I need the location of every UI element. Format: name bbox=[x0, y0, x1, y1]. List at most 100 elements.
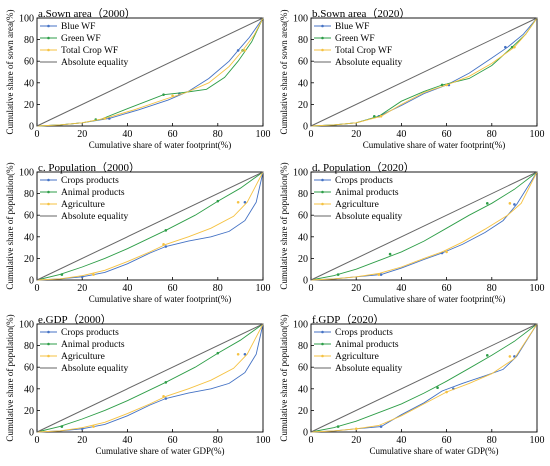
series-line-2 bbox=[36, 17, 264, 127]
y-tick-label: 100 bbox=[293, 168, 308, 179]
legend-marker-1 bbox=[47, 190, 50, 194]
panel-b: 0 20 40 60 80 100 0 20 40 60 80 100 Blue WF Green WF T… bbox=[279, 7, 545, 150]
series-marker-0 bbox=[243, 200, 247, 204]
y-tick-label: 60 bbox=[24, 57, 34, 68]
panel-a: 0 20 40 60 80 100 0 20 40 60 80 100 Blue WF Green WF T… bbox=[5, 7, 271, 150]
x-tick-label: 40 bbox=[396, 283, 406, 294]
x-tick-label: 80 bbox=[213, 435, 223, 446]
series-marker-2 bbox=[92, 425, 95, 428]
legend-label: Crops products bbox=[61, 328, 119, 338]
x-tick-label: 100 bbox=[530, 129, 545, 140]
y-axis-label: Cumulative share of sown area(%) bbox=[279, 10, 289, 135]
series-marker-2 bbox=[236, 352, 240, 356]
series-marker-0 bbox=[108, 117, 111, 120]
series-marker-0 bbox=[513, 203, 516, 206]
y-tick-label: 40 bbox=[298, 78, 308, 89]
series-marker-1 bbox=[162, 93, 165, 96]
legend-marker-1 bbox=[321, 36, 324, 40]
series-marker-1 bbox=[440, 83, 444, 87]
legend-marker-1 bbox=[321, 342, 324, 346]
series-marker-2 bbox=[243, 49, 247, 52]
x-tick-label: 20 bbox=[77, 283, 87, 294]
series-marker-2 bbox=[379, 114, 383, 118]
legend-label: Green WF bbox=[61, 34, 101, 44]
series-line-1 bbox=[310, 323, 538, 433]
series-marker-2 bbox=[171, 94, 174, 98]
y-tick-label: 80 bbox=[298, 189, 308, 200]
panel-f: 0 20 40 60 80 100 0 20 40 60 80 100 Crops products An… bbox=[279, 313, 545, 456]
series-line-1 bbox=[310, 171, 538, 281]
panel-title: b.Sown area（2020） bbox=[312, 7, 410, 20]
x-tick-label: 0 bbox=[35, 283, 40, 294]
series-marker-2 bbox=[162, 243, 165, 246]
series-line-3 bbox=[36, 323, 264, 433]
series-line-2 bbox=[310, 17, 538, 127]
series-marker-2 bbox=[354, 427, 358, 431]
y-tick-label: 60 bbox=[24, 363, 34, 374]
legend-label: Agriculture bbox=[335, 200, 379, 210]
x-tick-label: 60 bbox=[442, 129, 452, 140]
series-marker-1 bbox=[60, 273, 64, 276]
y-tick-label: 60 bbox=[298, 363, 308, 374]
x-tick-label: 60 bbox=[168, 435, 178, 446]
x-tick-label: 0 bbox=[35, 129, 40, 140]
legend-label: Absolute equality bbox=[61, 58, 129, 68]
legend-label: Absolute equality bbox=[335, 364, 403, 374]
series-marker-2 bbox=[103, 117, 107, 120]
legend-marker-0 bbox=[321, 24, 324, 28]
series-marker-2 bbox=[508, 355, 512, 358]
x-tick-label: 80 bbox=[487, 435, 497, 446]
legend-marker-0 bbox=[47, 330, 50, 334]
legend-label: Crops products bbox=[61, 176, 119, 186]
series-marker-0 bbox=[379, 425, 383, 428]
legend-label: Absolute equality bbox=[61, 364, 129, 374]
x-axis-label: Cumulative share of water footprint(%) bbox=[363, 140, 505, 150]
y-axis-label: Cumulative share of population(%) bbox=[279, 314, 289, 441]
series-marker-2 bbox=[445, 250, 448, 254]
x-tick-label: 20 bbox=[351, 435, 361, 446]
x-tick-label: 20 bbox=[77, 129, 87, 140]
y-tick-label: 100 bbox=[19, 320, 34, 331]
y-tick-label: 20 bbox=[24, 100, 34, 111]
series-marker-1 bbox=[485, 354, 489, 357]
x-tick-label: 0 bbox=[309, 129, 314, 140]
panel-d: 0 20 40 60 80 100 0 20 40 60 80 100 Crops products An… bbox=[279, 161, 545, 304]
legend-marker-2 bbox=[47, 48, 50, 52]
y-axis-label: Cumulative share of population(%) bbox=[5, 314, 15, 441]
x-tick-label: 20 bbox=[77, 435, 87, 446]
y-tick-label: 0 bbox=[29, 122, 34, 133]
series-marker-1 bbox=[372, 114, 376, 118]
x-tick-label: 20 bbox=[351, 283, 361, 294]
y-tick-label: 40 bbox=[298, 232, 308, 243]
y-tick-label: 40 bbox=[24, 384, 34, 395]
y-tick-label: 60 bbox=[24, 211, 34, 222]
y-tick-label: 0 bbox=[29, 428, 34, 439]
legend-label: Agriculture bbox=[61, 352, 105, 362]
y-tick-label: 0 bbox=[303, 428, 308, 439]
x-tick-label: 100 bbox=[530, 435, 545, 446]
x-tick-label: 100 bbox=[256, 129, 271, 140]
x-tick-label: 100 bbox=[530, 283, 545, 294]
x-tick-label: 40 bbox=[122, 283, 132, 294]
legend-label: Agriculture bbox=[335, 352, 379, 362]
y-tick-label: 80 bbox=[24, 341, 34, 352]
series-marker-1 bbox=[336, 425, 340, 428]
y-tick-label: 100 bbox=[293, 14, 308, 25]
legend-label: Animal products bbox=[335, 188, 399, 198]
x-axis-label: Cumulative share of water footprint(%) bbox=[363, 294, 505, 304]
x-tick-label: 60 bbox=[168, 283, 178, 294]
y-tick-label: 100 bbox=[19, 14, 34, 25]
y-axis-label: Cumulative share of population(%) bbox=[5, 162, 15, 289]
series-marker-1 bbox=[60, 425, 64, 428]
series-marker-2 bbox=[508, 202, 512, 205]
x-tick-label: 80 bbox=[487, 129, 497, 140]
legend-label: Green WF bbox=[335, 34, 375, 44]
legend-marker-2 bbox=[47, 354, 50, 358]
series-marker-0 bbox=[379, 273, 383, 276]
y-tick-label: 60 bbox=[298, 57, 308, 68]
legend-marker-2 bbox=[321, 48, 324, 52]
series-marker-2 bbox=[513, 45, 516, 49]
panel-title: f.GDP（2020） bbox=[312, 313, 384, 326]
legend-marker-1 bbox=[321, 190, 324, 194]
